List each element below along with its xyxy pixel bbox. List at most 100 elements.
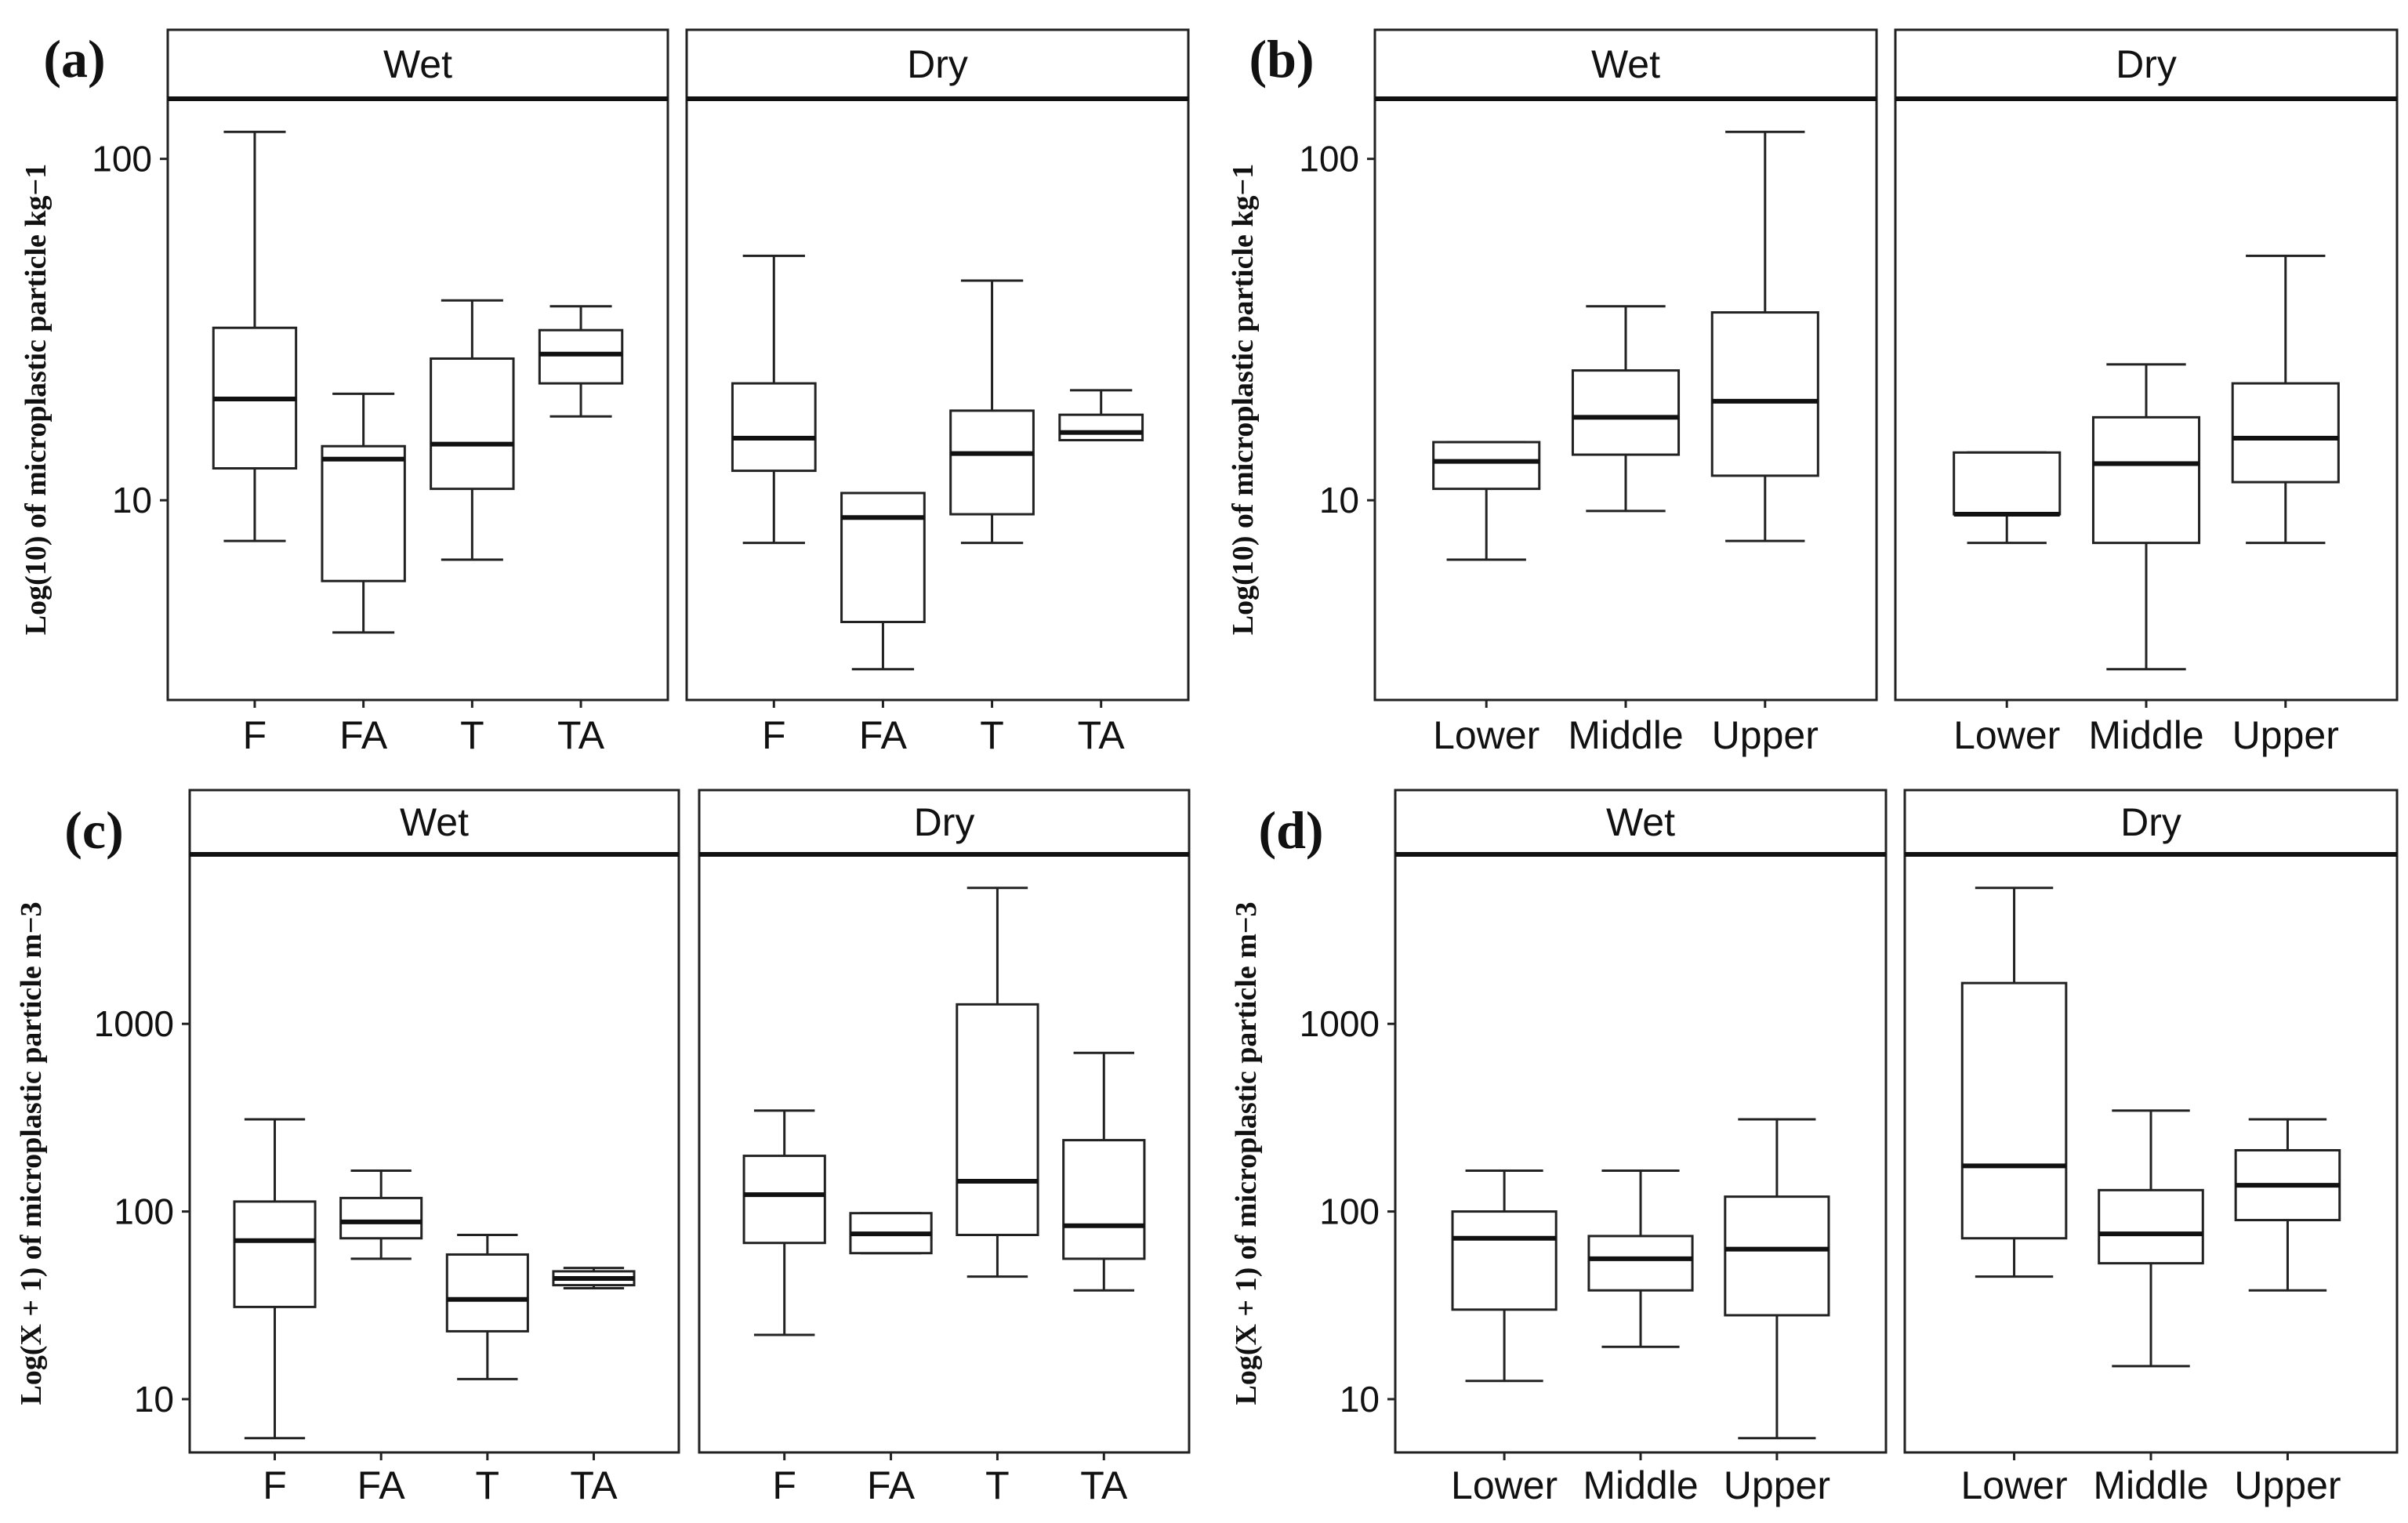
iqr-box xyxy=(1058,413,1144,442)
iqr-box xyxy=(2098,1188,2204,1265)
x-tick-label: Upper xyxy=(2234,1463,2341,1507)
facet-wet: Wet Lower Middle Upper xyxy=(1373,28,1878,757)
box-ta xyxy=(1058,389,1144,442)
y-tick-label: 100 xyxy=(1299,139,1359,179)
iqr-box xyxy=(2091,415,2201,545)
iqr-box xyxy=(840,491,926,623)
iqr-box xyxy=(1571,369,1681,456)
y-tick-label: 1000 xyxy=(94,1003,174,1044)
box-lower xyxy=(1451,1169,1558,1383)
facet-wet: Wet F FA T TA xyxy=(166,28,669,757)
iqr-box xyxy=(1710,311,1819,477)
chart-panel-c: (c) Log(X + 1) of microplastic particle m… xyxy=(15,789,1191,1507)
x-tick-label: TA xyxy=(1078,713,1126,757)
chart-panel-b: (b) Log(10) of microplastic particle kg−1… xyxy=(1227,28,2399,757)
iqr-box xyxy=(1953,451,2062,516)
panel-letter: (d) xyxy=(1258,800,1323,860)
facet-strip-label: Dry xyxy=(2120,800,2181,844)
x-tick-label: F xyxy=(762,713,786,757)
box-t xyxy=(430,299,515,561)
facet-dry: Dry F FA T TA xyxy=(685,28,1190,757)
x-tick-label: Middle xyxy=(2093,1463,2208,1507)
facet-strip-label: Wet xyxy=(383,42,452,86)
facet-strip xyxy=(685,28,1190,100)
y-tick-label: 100 xyxy=(1319,1191,1380,1232)
box-t xyxy=(949,279,1035,545)
x-tick-label: F xyxy=(263,1463,287,1507)
iqr-box xyxy=(949,409,1035,516)
box-f xyxy=(742,1109,826,1336)
iqr-box xyxy=(1451,1210,1558,1311)
facet-strip-label: Wet xyxy=(1591,42,1660,86)
iqr-box xyxy=(339,1196,423,1240)
iqr-box xyxy=(1960,981,2068,1240)
iqr-box xyxy=(731,382,817,473)
panel-letter: (a) xyxy=(43,29,105,89)
x-tick-label: FA xyxy=(867,1463,916,1507)
facet-strip xyxy=(698,789,1191,856)
box-fa xyxy=(339,1169,423,1260)
box-lower xyxy=(1432,441,1541,561)
box-middle xyxy=(1571,305,1681,513)
box-fa xyxy=(840,491,926,671)
x-tick-label: T xyxy=(980,713,1004,757)
y-tick-label: 100 xyxy=(114,1191,174,1232)
facet-strip-label: Wet xyxy=(400,800,469,844)
x-tick-label: T xyxy=(985,1463,1010,1507)
chart-panel-d: (d) Log(X + 1) of microplastic particle m… xyxy=(1230,789,2399,1507)
box-fa xyxy=(321,392,406,634)
x-tick-label: TA xyxy=(1080,1463,1128,1507)
box-f xyxy=(212,130,298,542)
iqr-box xyxy=(956,1003,1039,1237)
facet-dry: Dry F FA T TA xyxy=(698,789,1191,1507)
box-upper xyxy=(1710,130,1819,542)
x-tick-label: Lower xyxy=(1953,713,2060,757)
box-ta xyxy=(1062,1051,1146,1292)
x-tick-label: FA xyxy=(859,713,908,757)
box-upper xyxy=(1724,1118,1830,1440)
facet-strip-label: Dry xyxy=(2116,42,2177,86)
x-tick-label: Lower xyxy=(1960,1463,2067,1507)
x-tick-label: Middle xyxy=(1583,1463,1698,1507)
x-tick-label: FA xyxy=(339,713,388,757)
y-tick-label: 100 xyxy=(92,139,152,179)
x-tick-label: Upper xyxy=(2232,713,2339,757)
x-tick-label: T xyxy=(476,1463,500,1507)
box-ta xyxy=(538,305,624,418)
y-axis-label: Log(X + 1) of microplastic particle m−3 xyxy=(1230,901,1263,1405)
iqr-box xyxy=(742,1155,826,1245)
y-tick-label: 1000 xyxy=(1300,1003,1380,1044)
iqr-box xyxy=(1432,441,1541,491)
y-axis-label: Log(10) of microplastic particle kg−1 xyxy=(20,164,53,635)
facet-dry: Dry Lower Middle Upper xyxy=(1894,28,2399,757)
box-lower xyxy=(1953,451,2062,545)
x-tick-label: TA xyxy=(557,713,605,757)
y-tick-label: 10 xyxy=(1319,480,1359,520)
box-fa xyxy=(849,1212,933,1255)
box-middle xyxy=(2091,363,2201,671)
x-tick-label: Lower xyxy=(1451,1463,1558,1507)
x-tick-label: Upper xyxy=(1724,1463,1830,1507)
iqr-box xyxy=(2231,382,2340,484)
box-lower xyxy=(1960,887,2068,1278)
iqr-box xyxy=(538,328,624,385)
y-axis-label: Log(10) of microplastic particle kg−1 xyxy=(1227,164,1260,635)
box-middle xyxy=(2098,1109,2204,1368)
box-ta xyxy=(552,1267,636,1290)
x-tick-label: T xyxy=(460,713,484,757)
x-tick-label: TA xyxy=(570,1463,618,1507)
box-upper xyxy=(2231,254,2340,545)
box-middle xyxy=(1587,1169,1694,1348)
box-t xyxy=(445,1234,529,1380)
iqr-box xyxy=(1587,1235,1694,1292)
facet-strip xyxy=(188,789,680,856)
iqr-box xyxy=(430,357,515,491)
iqr-box xyxy=(445,1253,529,1333)
box-f xyxy=(731,254,817,545)
x-tick-label: Middle xyxy=(1568,713,1683,757)
facet-dry: Dry Lower Middle Upper xyxy=(1903,789,2399,1507)
iqr-box xyxy=(1724,1195,1830,1317)
x-tick-label: F xyxy=(772,1463,796,1507)
